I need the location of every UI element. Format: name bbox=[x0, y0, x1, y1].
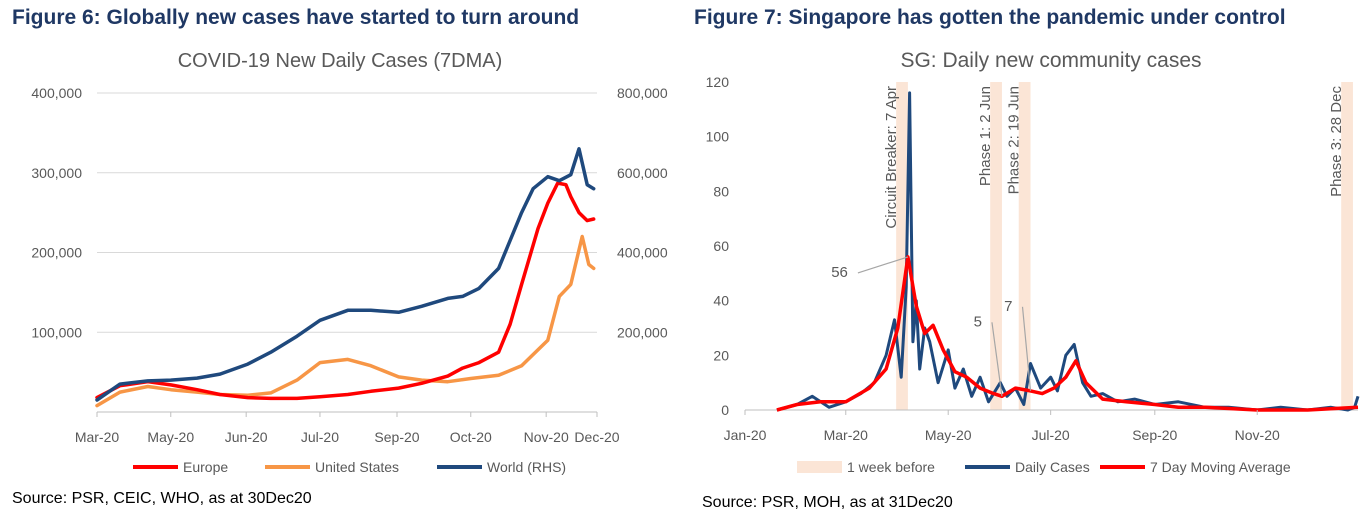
y-tick-label: 80 bbox=[713, 183, 729, 199]
series-line-europe bbox=[95, 181, 596, 401]
y-tick-label: 300,000 bbox=[31, 165, 82, 181]
event-label: Phase 3: 28 Dec bbox=[1328, 86, 1345, 197]
legend-label: United States bbox=[315, 459, 399, 475]
x-tick-label: Mar-20 bbox=[75, 429, 120, 445]
legend-label: 7 Day Moving Average bbox=[1150, 459, 1291, 475]
y-tick-label: 120 bbox=[706, 74, 730, 90]
x-tick-label: Jul-20 bbox=[1032, 427, 1070, 443]
y-tick-label: 100 bbox=[706, 129, 730, 145]
legend-label: Europe bbox=[183, 459, 228, 475]
y-tick-label: 20 bbox=[713, 347, 729, 363]
x-tick-label: Jul-20 bbox=[301, 429, 339, 445]
chart-title: SG: Daily new community cases bbox=[900, 49, 1201, 72]
global-cases-chart: COVID-19 New Daily Cases (7DMA) 400,000 3… bbox=[31, 50, 668, 475]
series-line-daily-cases bbox=[776, 91, 1360, 412]
y-tick-label: 60 bbox=[713, 238, 729, 254]
x-tick-label: May-20 bbox=[925, 427, 972, 443]
x-tick-label: Dec-20 bbox=[574, 429, 619, 445]
y-tick-label: 200,000 bbox=[31, 245, 82, 261]
annotation-label: 5 bbox=[974, 313, 982, 330]
x-tick-label: Oct-20 bbox=[450, 429, 492, 445]
band-1-week-before bbox=[990, 82, 1002, 410]
annotation-leader bbox=[857, 256, 909, 274]
y-tick-label: 40 bbox=[713, 293, 729, 309]
series-line-moving-average bbox=[776, 255, 1359, 412]
figure-6-source: Source: PSR, CEIC, WHO, as at 30Dec20 bbox=[12, 490, 312, 507]
legend-label: World (RHS) bbox=[487, 459, 566, 475]
y-tick-label: 100,000 bbox=[31, 324, 82, 340]
chart-title: COVID-19 New Daily Cases (7DMA) bbox=[178, 50, 503, 72]
x-tick-label: Mar-20 bbox=[824, 427, 869, 443]
figure-7-source: Source: PSR, MOH, as at 31Dec20 bbox=[702, 494, 953, 511]
y-right-tick-label: 800,000 bbox=[617, 85, 668, 101]
figure-7-panel: Figure 7: Singapore has gotten the pande… bbox=[690, 0, 1370, 524]
x-tick-label: Nov-20 bbox=[524, 429, 569, 445]
x-tick-label: Sep-20 bbox=[1132, 427, 1177, 443]
series-line-world-rhs bbox=[95, 147, 596, 402]
event-label: Circuit Breaker: 7 Apr bbox=[883, 86, 900, 229]
event-label: Phase 1: 2 Jun bbox=[977, 86, 994, 186]
y-tick-label: 0 bbox=[721, 402, 729, 418]
annotation-leader bbox=[1021, 306, 1032, 391]
y-right-tick-label: 200,000 bbox=[617, 324, 668, 340]
x-tick-label: May-20 bbox=[147, 429, 194, 445]
figure-7-heading: Figure 7: Singapore has gotten the pande… bbox=[694, 6, 1286, 29]
annotation-label: 56 bbox=[831, 264, 848, 281]
y-right-tick-label: 400,000 bbox=[617, 245, 668, 261]
legend-label: 1 week before bbox=[847, 459, 935, 475]
x-tick-label: Jan-20 bbox=[724, 427, 767, 443]
x-tick-label: Nov-20 bbox=[1235, 427, 1280, 443]
band-1-week-before bbox=[896, 82, 908, 410]
x-tick-label: Jun-20 bbox=[225, 429, 268, 445]
annotation-leader bbox=[991, 322, 1003, 397]
figure-6-heading: Figure 6: Globally new cases have starte… bbox=[12, 6, 580, 29]
y-right-tick-label: 600,000 bbox=[617, 165, 668, 181]
band-1-week-before bbox=[1018, 82, 1031, 410]
legend-label: Daily Cases bbox=[1015, 459, 1090, 475]
sg-cases-chart: SG: Daily new community cases Circuit Br… bbox=[706, 49, 1360, 475]
series-line-united-states bbox=[95, 234, 596, 408]
band-1-week-before bbox=[1341, 82, 1353, 410]
y-tick-label: 400,000 bbox=[31, 85, 82, 101]
annotation-label: 7 bbox=[1004, 298, 1012, 315]
legend-swatch bbox=[797, 461, 842, 473]
x-tick-label: Sep-20 bbox=[374, 429, 419, 445]
figure-6-panel: Figure 6: Globally new cases have starte… bbox=[0, 0, 680, 524]
event-label: Phase 2: 19 Jun bbox=[1005, 86, 1022, 194]
